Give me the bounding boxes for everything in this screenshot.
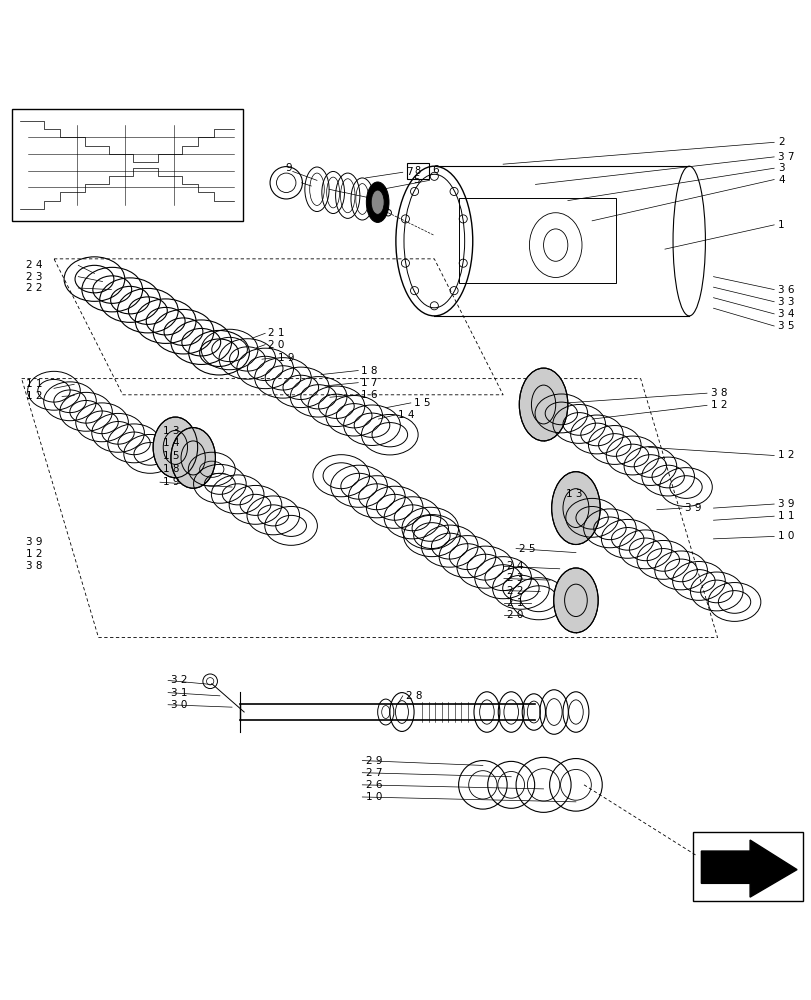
Bar [458, 198, 616, 283]
Ellipse shape [519, 368, 567, 441]
Text: 1 0: 1 0 [777, 531, 794, 541]
Text: 2 7: 2 7 [365, 768, 381, 778]
Text: 2 4: 2 4 [507, 561, 523, 571]
Text: 3 3: 3 3 [777, 297, 794, 307]
Text: 2 4: 2 4 [26, 260, 42, 270]
Text: 1 5: 1 5 [163, 451, 179, 461]
Text: 1 2: 1 2 [26, 391, 42, 401]
Text: 3 1: 3 1 [171, 688, 187, 698]
Text: 1 2: 1 2 [26, 549, 42, 559]
Text: 2 5: 2 5 [519, 544, 535, 554]
Text: 3 7: 3 7 [777, 152, 794, 162]
Text: 2 0: 2 0 [268, 340, 285, 350]
Text: 2 9: 2 9 [365, 756, 381, 766]
Text: 3 9: 3 9 [26, 537, 42, 547]
Bar [693, 832, 801, 901]
Text: 1: 1 [777, 220, 784, 230]
Text: 1 3: 1 3 [163, 426, 179, 436]
Text: 2 2: 2 2 [507, 586, 523, 596]
Ellipse shape [553, 568, 598, 633]
Text: 3 8: 3 8 [710, 388, 727, 398]
Text: 1 0: 1 0 [365, 792, 381, 802]
Text: 8: 8 [414, 166, 420, 176]
Text: 1 4: 1 4 [163, 438, 179, 448]
Text: 3 6: 3 6 [777, 285, 794, 295]
Text: 3 4: 3 4 [777, 309, 794, 319]
Text: 1 2: 1 2 [710, 400, 727, 410]
Text: 3 2: 3 2 [171, 675, 187, 685]
Text: 1 8: 1 8 [361, 366, 378, 376]
Text: 3: 3 [777, 163, 784, 173]
Text: 5: 5 [413, 175, 419, 185]
Text: 1 1: 1 1 [777, 511, 794, 521]
Text: 1 9: 1 9 [278, 353, 294, 363]
Text: 2 3: 2 3 [26, 272, 42, 282]
Text: 3 9: 3 9 [777, 499, 794, 509]
Text: 1 7: 1 7 [361, 378, 378, 388]
Text: 3 9: 3 9 [684, 503, 701, 513]
Text: 1 2: 1 2 [777, 450, 794, 460]
Ellipse shape [366, 182, 388, 222]
Text: 2 6: 2 6 [365, 780, 381, 790]
Text: 1 5: 1 5 [414, 398, 430, 408]
Text: 1 6: 1 6 [361, 390, 378, 400]
Text: 3 8: 3 8 [26, 561, 42, 571]
Ellipse shape [551, 472, 599, 545]
Text: 2 0: 2 0 [507, 610, 523, 620]
Text: 1 9: 1 9 [163, 477, 179, 487]
Text: 3 0: 3 0 [171, 700, 187, 710]
Text: 2 1: 2 1 [507, 598, 523, 608]
Ellipse shape [371, 190, 384, 214]
Text: 2 1: 2 1 [268, 328, 285, 338]
Text: 2 2: 2 2 [26, 283, 42, 293]
Text: 9: 9 [285, 163, 292, 173]
Text: 6: 6 [432, 165, 439, 175]
Ellipse shape [153, 417, 197, 478]
Ellipse shape [170, 428, 215, 488]
Text: 1 4: 1 4 [397, 410, 414, 420]
Text: 2 3: 2 3 [507, 573, 523, 583]
Text: 1 8: 1 8 [163, 464, 179, 474]
Text: 7: 7 [406, 167, 412, 177]
Polygon shape [701, 840, 796, 897]
Text: 2: 2 [777, 137, 784, 147]
Text: 3 5: 3 5 [777, 321, 794, 331]
Text: 4: 4 [777, 175, 784, 185]
Text: 2 8: 2 8 [406, 691, 422, 701]
Text: 1 1: 1 1 [26, 379, 42, 389]
Bar [12, 109, 242, 221]
Text: 1 3: 1 3 [565, 489, 582, 499]
